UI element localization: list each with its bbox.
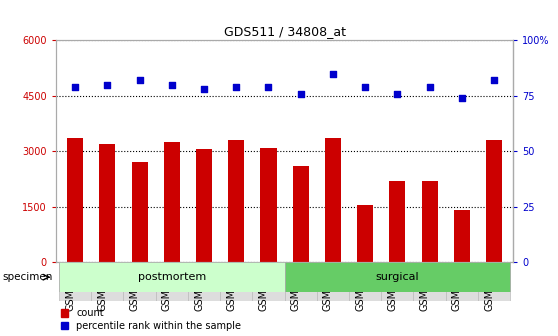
Bar bbox=[285, 262, 317, 301]
Bar bbox=[163, 142, 180, 262]
Point bbox=[425, 84, 434, 90]
Legend: count, percentile rank within the sample: count, percentile rank within the sample bbox=[61, 308, 241, 331]
Bar bbox=[220, 262, 252, 301]
Bar bbox=[381, 262, 413, 301]
Text: specimen: specimen bbox=[3, 272, 53, 282]
Point bbox=[458, 95, 466, 101]
Text: GSM9137: GSM9137 bbox=[226, 264, 236, 311]
Bar bbox=[92, 262, 123, 301]
Text: GSM9131: GSM9131 bbox=[65, 264, 75, 311]
Bar bbox=[317, 262, 349, 301]
Point bbox=[200, 86, 209, 92]
Text: GSM9141: GSM9141 bbox=[258, 264, 268, 311]
Point bbox=[360, 84, 369, 90]
Bar bbox=[132, 162, 148, 262]
Bar bbox=[228, 140, 244, 262]
Text: GSM9139: GSM9139 bbox=[452, 264, 462, 311]
Text: GSM9138: GSM9138 bbox=[420, 264, 430, 311]
Text: GSM9128: GSM9128 bbox=[291, 264, 301, 311]
Point bbox=[167, 82, 176, 87]
Point bbox=[135, 78, 144, 83]
Point bbox=[232, 84, 240, 90]
Text: GSM9136: GSM9136 bbox=[194, 264, 204, 311]
Bar bbox=[413, 262, 446, 301]
Bar bbox=[454, 210, 470, 262]
Point bbox=[264, 84, 273, 90]
Bar bbox=[59, 262, 92, 301]
Point bbox=[296, 91, 305, 96]
Text: surgical: surgical bbox=[376, 272, 419, 282]
Bar bbox=[59, 262, 285, 292]
Bar bbox=[325, 138, 341, 262]
Point bbox=[489, 78, 498, 83]
Text: GSM9129: GSM9129 bbox=[323, 264, 333, 311]
Text: GSM9135: GSM9135 bbox=[162, 264, 172, 311]
Bar bbox=[188, 262, 220, 301]
Bar bbox=[292, 166, 309, 262]
Bar bbox=[478, 262, 510, 301]
Point bbox=[103, 82, 112, 87]
Bar bbox=[261, 148, 277, 262]
Bar bbox=[252, 262, 285, 301]
Bar bbox=[389, 181, 406, 262]
Bar bbox=[357, 205, 373, 262]
Text: GSM9133: GSM9133 bbox=[129, 264, 140, 311]
Bar bbox=[486, 140, 502, 262]
Bar bbox=[446, 262, 478, 301]
Text: GSM9140: GSM9140 bbox=[484, 264, 494, 311]
Bar bbox=[285, 262, 510, 292]
Point bbox=[393, 91, 402, 96]
Bar bbox=[421, 181, 437, 262]
Point bbox=[329, 71, 338, 76]
Text: GSM9132: GSM9132 bbox=[97, 264, 107, 311]
Point bbox=[71, 84, 80, 90]
Bar bbox=[156, 262, 188, 301]
Bar bbox=[123, 262, 156, 301]
Bar bbox=[349, 262, 381, 301]
Title: GDS511 / 34808_at: GDS511 / 34808_at bbox=[224, 25, 345, 38]
Bar bbox=[99, 144, 116, 262]
Bar bbox=[67, 138, 83, 262]
Text: GSM9134: GSM9134 bbox=[387, 264, 397, 311]
Bar bbox=[196, 150, 212, 262]
Text: postmortem: postmortem bbox=[138, 272, 206, 282]
Text: GSM9130: GSM9130 bbox=[355, 264, 365, 311]
